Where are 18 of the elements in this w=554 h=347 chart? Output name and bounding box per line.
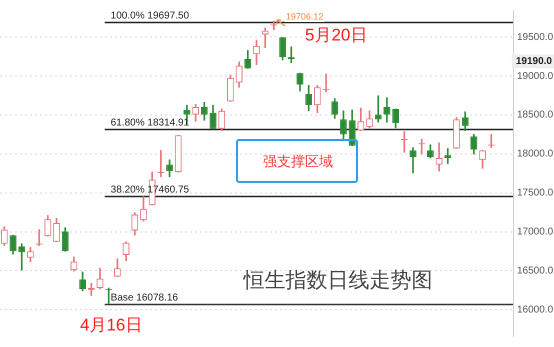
y-tick-label: 18000.0 [517,148,554,160]
annotation: 恒生指数日线走势图 [242,268,432,292]
y-tick-label: 19000.0 [517,70,554,82]
annotation: 强支撑区域 [263,152,333,169]
annotation: 19706.12 [286,12,324,22]
y-tick-label: 18500.0 [517,110,554,121]
annotation: 5月20日 [305,26,368,45]
candlestick [410,147,416,174]
y-tick-label: 16500.0 [517,265,554,276]
y-tick-label: 16000.0 [517,304,554,316]
annotation: 19190.0 [516,56,552,67]
ref-line-label: 61.80% 18314.91 [110,117,190,128]
ref-line-label: Base 16078.16 [110,292,178,304]
y-tick-label: 17500.0 [517,188,554,199]
annotation: 4月16日 [80,316,142,335]
ref-line-label: 100.0% 19697.50 [110,10,190,22]
y-tick-label: 19500.0 [517,32,554,43]
y-tick-label: 17000.0 [517,226,554,238]
